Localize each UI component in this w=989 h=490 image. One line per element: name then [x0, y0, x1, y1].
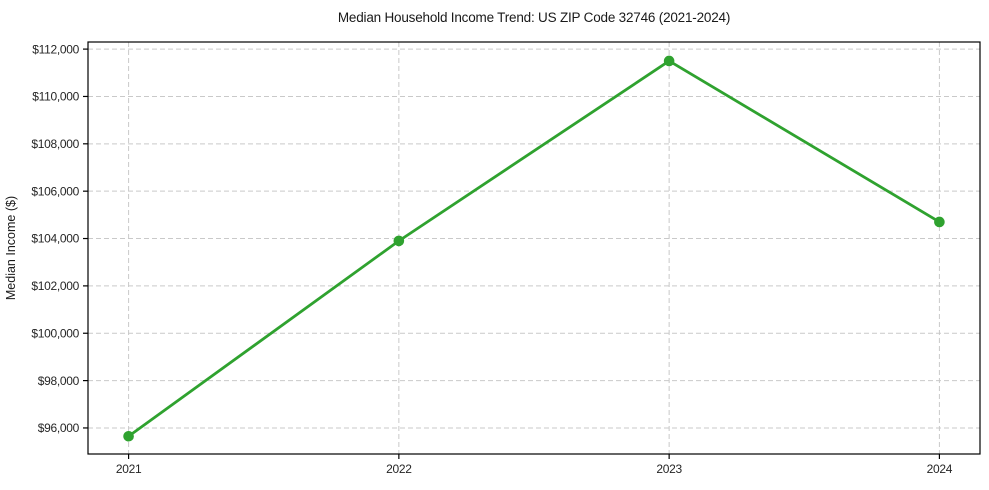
y-tick-label: $106,000	[31, 184, 79, 198]
y-tick-label: $112,000	[32, 42, 79, 56]
x-tick-label: 2021	[116, 462, 142, 476]
y-tick-label: $104,000	[31, 232, 79, 246]
plot-border	[87, 41, 981, 455]
trend-line	[127, 59, 941, 438]
x-tick-label: 2024	[927, 462, 953, 476]
data-point-2022	[393, 235, 405, 247]
y-tick-label: $108,000	[31, 137, 79, 151]
y-tick-label: $96,000	[38, 421, 80, 435]
y-tick-label: $100,000	[31, 326, 79, 340]
x-tick-label: 2022	[386, 462, 412, 476]
x-tick-label: 2023	[656, 462, 682, 476]
y-tick-label: $98,000	[38, 374, 80, 388]
data-point-2021	[123, 430, 134, 442]
y-tick-label: $110,000	[32, 90, 79, 104]
chart-title: Median Household Income Trend: US ZIP Co…	[337, 10, 731, 25]
data-point-2023	[663, 55, 675, 67]
y-axis-label: Median Income ($)	[4, 195, 18, 301]
data-point-2024	[934, 216, 945, 228]
y-tick-label: $102,000	[31, 279, 79, 293]
